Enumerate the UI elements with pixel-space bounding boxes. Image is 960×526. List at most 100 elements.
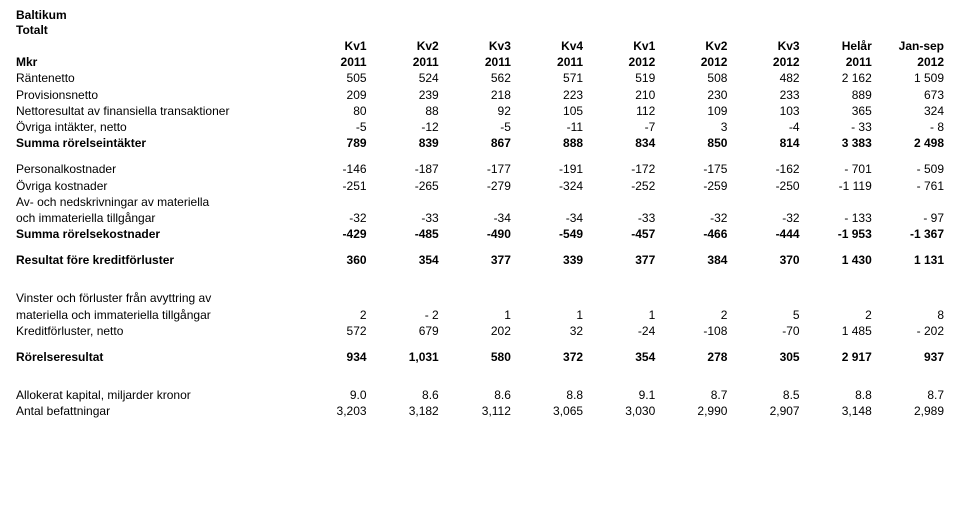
cell-value: 839 xyxy=(367,135,439,151)
cell-value: -34 xyxy=(511,210,583,226)
cell-value: 1 430 xyxy=(800,252,872,268)
cell-value xyxy=(439,290,511,306)
cell-value: -34 xyxy=(439,210,511,226)
cell-value xyxy=(655,194,727,210)
cell-value: -279 xyxy=(439,178,511,194)
cell-value: 2 917 xyxy=(800,349,872,365)
table-row: Provisionsnetto2092392182232102302338896… xyxy=(16,87,944,103)
cell-value: 370 xyxy=(727,252,799,268)
cell-value: 384 xyxy=(655,252,727,268)
cell-value: - 133 xyxy=(800,210,872,226)
cell-value xyxy=(727,194,799,210)
row-label: Vinster och förluster från avyttring av xyxy=(16,290,294,306)
cell-value: 88 xyxy=(367,103,439,119)
table-row: Resultat före kreditförluster36035437733… xyxy=(16,252,944,268)
cell-value: 9.1 xyxy=(583,387,655,403)
header-bottom: 2011 xyxy=(800,54,872,70)
table-row: Rörelseresultat9341,0315803723542783052 … xyxy=(16,349,944,365)
cell-value: 2,989 xyxy=(872,403,944,419)
cell-value: -7 xyxy=(583,119,655,135)
cell-value: 1 131 xyxy=(872,252,944,268)
cell-value xyxy=(655,290,727,306)
header-top: Kv2 xyxy=(367,38,439,54)
cell-value: 9.0 xyxy=(294,387,366,403)
cell-value: - 8 xyxy=(872,119,944,135)
cell-value: -429 xyxy=(294,226,366,242)
cell-value: -549 xyxy=(511,226,583,242)
cell-value: 8.7 xyxy=(872,387,944,403)
cell-value: 2 xyxy=(655,307,727,323)
cell-value: 3,148 xyxy=(800,403,872,419)
row-label: Summa rörelsekostnader xyxy=(16,226,294,242)
cell-value: -251 xyxy=(294,178,366,194)
cell-value: -250 xyxy=(727,178,799,194)
cell-value: -175 xyxy=(655,161,727,177)
table-row: Summa rörelseintäkter7898398678888348508… xyxy=(16,135,944,151)
cell-value: 8.6 xyxy=(367,387,439,403)
cell-value: -259 xyxy=(655,178,727,194)
table-row xyxy=(16,268,944,290)
cell-value: 3,030 xyxy=(583,403,655,419)
cell-value: 1 xyxy=(439,307,511,323)
table-row: Övriga intäkter, netto-5-12-5-11-73-4- 3… xyxy=(16,119,944,135)
cell-value xyxy=(367,194,439,210)
cell-value: - 761 xyxy=(872,178,944,194)
cell-value: 889 xyxy=(800,87,872,103)
cell-value: 109 xyxy=(655,103,727,119)
cell-value: -33 xyxy=(583,210,655,226)
cell-value: -70 xyxy=(727,323,799,339)
cell-value: -5 xyxy=(439,119,511,135)
cell-value: - 509 xyxy=(872,161,944,177)
cell-value: - 2 xyxy=(367,307,439,323)
header-label-top xyxy=(16,38,294,54)
header-top: Kv1 xyxy=(583,38,655,54)
cell-value: 2 xyxy=(294,307,366,323)
cell-value: -1 119 xyxy=(800,178,872,194)
cell-value: -490 xyxy=(439,226,511,242)
cell-value: 3,112 xyxy=(439,403,511,419)
cell-value xyxy=(439,194,511,210)
cell-value xyxy=(294,290,366,306)
cell-value xyxy=(367,290,439,306)
cell-value: 278 xyxy=(655,349,727,365)
cell-value: 360 xyxy=(294,252,366,268)
cell-value: 8.5 xyxy=(727,387,799,403)
cell-value: 519 xyxy=(583,70,655,86)
spacer-cell xyxy=(16,365,944,387)
cell-value: -252 xyxy=(583,178,655,194)
header-bottom: 2012 xyxy=(727,54,799,70)
cell-value: -1 367 xyxy=(872,226,944,242)
cell-value: 8 xyxy=(872,307,944,323)
table-row: Kreditförluster, netto57267920232-24-108… xyxy=(16,323,944,339)
cell-value xyxy=(727,290,799,306)
cell-value: 218 xyxy=(439,87,511,103)
cell-value: 1 485 xyxy=(800,323,872,339)
spacer-cell xyxy=(16,268,944,290)
cell-value xyxy=(872,194,944,210)
cell-value: 2,990 xyxy=(655,403,727,419)
spacer-cell xyxy=(16,339,944,349)
cell-value: 239 xyxy=(367,87,439,103)
cell-value: 223 xyxy=(511,87,583,103)
row-label: Resultat före kreditförluster xyxy=(16,252,294,268)
cell-value: 233 xyxy=(727,87,799,103)
cell-value: 505 xyxy=(294,70,366,86)
cell-value: 2,907 xyxy=(727,403,799,419)
cell-value: 5 xyxy=(727,307,799,323)
row-label: Övriga kostnader xyxy=(16,178,294,194)
cell-value: -33 xyxy=(367,210,439,226)
header-top: Kv1 xyxy=(294,38,366,54)
header-top: Kv3 xyxy=(727,38,799,54)
header-top: Kv2 xyxy=(655,38,727,54)
cell-value: 1,031 xyxy=(367,349,439,365)
cell-value: 2 xyxy=(800,307,872,323)
spacer-cell xyxy=(16,151,944,161)
table-row: Övriga kostnader-251-265-279-324-252-259… xyxy=(16,178,944,194)
cell-value: -12 xyxy=(367,119,439,135)
cell-value: 92 xyxy=(439,103,511,119)
cell-value xyxy=(800,290,872,306)
cell-value: 354 xyxy=(583,349,655,365)
cell-value: 3,065 xyxy=(511,403,583,419)
cell-value: 3,203 xyxy=(294,403,366,419)
cell-value: -485 xyxy=(367,226,439,242)
